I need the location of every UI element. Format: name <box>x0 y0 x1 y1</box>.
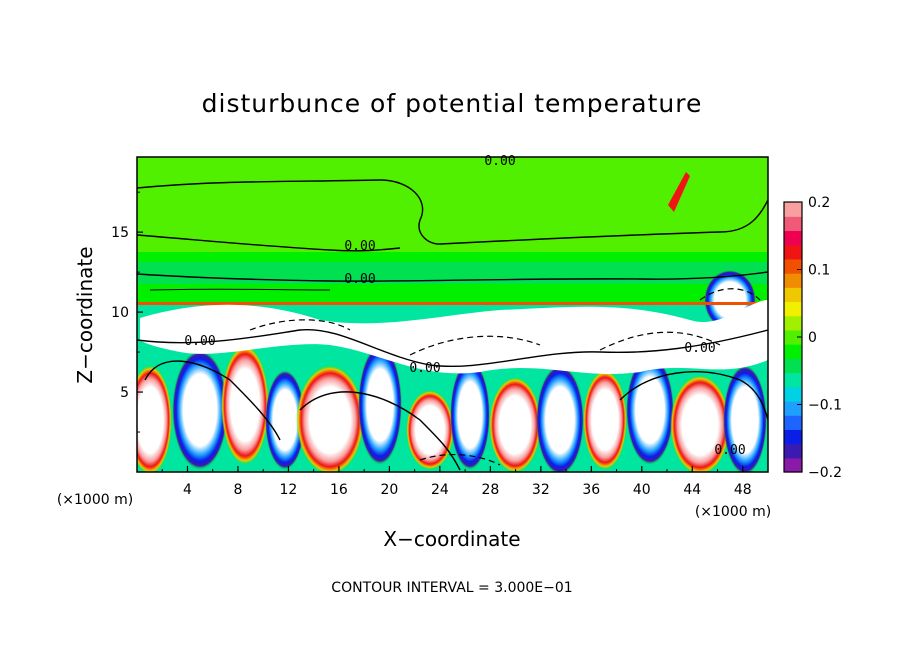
colorbar-swatch <box>784 287 802 303</box>
z-axis: 5 10 15 <box>111 191 143 433</box>
convection-cell <box>626 355 674 465</box>
colorbar-swatch <box>784 400 802 416</box>
tropopause-line <box>137 302 768 305</box>
x-tick-label: 4 <box>183 482 192 498</box>
colorbar-swatch <box>784 329 802 345</box>
colorbar-tick-label: −0.1 <box>808 398 842 414</box>
x-tick-label: 24 <box>431 482 449 498</box>
convection-cell <box>583 370 627 470</box>
convection-cell <box>172 350 228 470</box>
convection-cell <box>296 365 364 472</box>
warm-streak <box>668 172 690 212</box>
x-tick-label: 12 <box>280 482 298 498</box>
colorbar-swatch <box>784 429 802 445</box>
z-tick-label: 10 <box>111 305 129 321</box>
contour-label: 0.00 <box>409 361 440 376</box>
colorbar-swatch <box>784 457 802 473</box>
colorbar: 0.2 0.1 0 −0.1 −0.2 <box>783 195 842 481</box>
contour-interval: CONTOUR INTERVAL = 3.000E−01 <box>331 580 572 596</box>
x-axis-label: X−coordinate <box>383 527 520 551</box>
colorbar-swatch <box>784 244 802 260</box>
chart-title: disturbunce of potential temperature <box>202 89 703 118</box>
colorbar-tick-label: −0.2 <box>808 465 842 481</box>
colorbar-swatch <box>784 372 802 388</box>
colorbar-swatch <box>784 202 802 217</box>
z-tick-label: 15 <box>111 225 129 241</box>
x-units-left: (×1000 m) <box>57 492 133 508</box>
x-tick-label: 44 <box>683 482 701 498</box>
plot-frame <box>136 156 769 473</box>
x-tick-label: 32 <box>532 482 550 498</box>
convection-blobs <box>137 270 767 472</box>
colorbar-swatch <box>784 258 802 274</box>
x-axis: 4 8 12 16 20 24 28 32 36 40 44 48 <box>161 466 752 498</box>
convection-cell <box>358 345 402 465</box>
convection-cell <box>670 375 730 472</box>
colorbar-swatch <box>784 315 802 331</box>
contour-label: 0.00 <box>344 272 375 287</box>
convection-cell <box>137 365 172 472</box>
convection-cell <box>450 360 490 470</box>
colorbar-swatch <box>784 415 802 430</box>
upper-band <box>137 157 768 252</box>
colorbar-tick-label: 0.2 <box>808 195 830 211</box>
colorbar-tick-label: 0 <box>808 330 817 346</box>
z-axis-label: Z−coordinate <box>73 246 97 383</box>
x-tick-label: 48 <box>734 482 752 498</box>
x-units-right: (×1000 m) <box>695 504 771 520</box>
colorbar-swatch <box>784 230 802 246</box>
x-tick-label: 20 <box>380 482 398 498</box>
colorbar-swatch <box>784 386 802 402</box>
colorbar-swatch <box>784 443 802 459</box>
colorbar-swatch <box>784 216 802 232</box>
contour-label: 0.00 <box>714 443 745 458</box>
colorbar-tick-label: 0.1 <box>808 263 830 279</box>
z-tick-label: 5 <box>120 385 129 401</box>
x-tick-label: 28 <box>481 482 499 498</box>
contour-labels: 0.00 0.00 0.00 0.00 0.00 0.00 0.00 <box>184 154 745 458</box>
colorbar-swatch <box>784 358 802 374</box>
colorbar-swatch <box>784 273 802 288</box>
convection-cell <box>221 345 269 465</box>
contour-lines <box>137 179 768 471</box>
convection-cell <box>265 370 305 470</box>
x-tick-label: 40 <box>633 482 651 498</box>
contour-label: 0.00 <box>484 154 515 169</box>
contour-label: 0.00 <box>684 341 715 356</box>
x-tick-label: 16 <box>330 482 348 498</box>
contour-label: 0.00 <box>184 334 215 349</box>
convection-cell <box>723 365 767 472</box>
contour-label: 0.00 <box>344 239 375 254</box>
convection-cell <box>489 377 541 472</box>
convection-cell <box>536 365 584 472</box>
x-tick-label: 36 <box>582 482 600 498</box>
colorbar-swatch <box>784 301 802 317</box>
plot-area <box>137 157 768 472</box>
x-tick-label: 8 <box>233 482 242 498</box>
colorbar-swatch <box>784 344 802 359</box>
dashed-contours <box>249 288 761 466</box>
cloud-band <box>140 300 768 374</box>
